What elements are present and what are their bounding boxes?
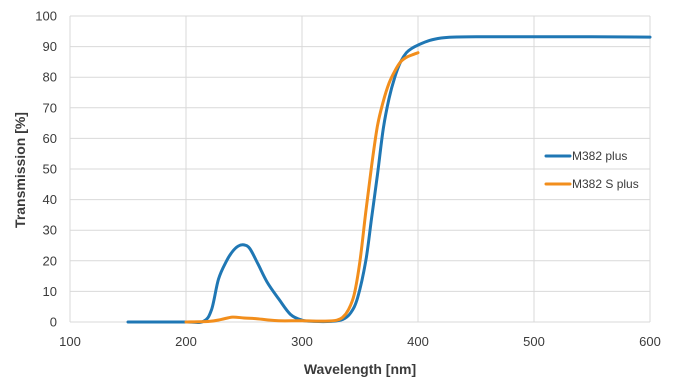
y-axis-ticks: 0 10 20 30 40 50 60 70 80 90 100 [35,9,57,330]
x-tick-label: 200 [175,334,197,349]
legend-label: M382 S plus [572,177,639,191]
grid-lines [69,15,651,323]
x-tick-label: 100 [59,334,81,349]
y-axis-title: Transmission [%] [12,112,28,228]
y-tick-label: 60 [43,131,57,146]
y-tick-label: 90 [43,39,57,54]
x-tick-label: 300 [291,334,313,349]
y-tick-label: 20 [43,253,57,268]
series-line-m382-plus [126,35,652,324]
x-tick-label: 400 [407,334,429,349]
y-tick-label: 0 [50,315,57,330]
series-lines [126,35,652,324]
y-tick-label: 40 [43,192,57,207]
y-tick-label: 100 [35,9,57,24]
y-tick-label: 70 [43,100,57,115]
x-tick-label: 500 [523,334,545,349]
x-axis-title: Wavelength [nm] [304,361,416,377]
x-tick-label: 600 [639,334,661,349]
legend-label: M382 plus [572,149,627,163]
y-tick-label: 80 [43,70,57,85]
x-axis-ticks: 100 200 300 400 500 600 [59,334,661,349]
series-line-m382-s-plus [184,51,420,324]
legend: M382 plus M382 S plus [544,149,639,191]
y-tick-label: 30 [43,223,57,238]
y-tick-label: 50 [43,162,57,177]
y-tick-label: 10 [43,284,57,299]
